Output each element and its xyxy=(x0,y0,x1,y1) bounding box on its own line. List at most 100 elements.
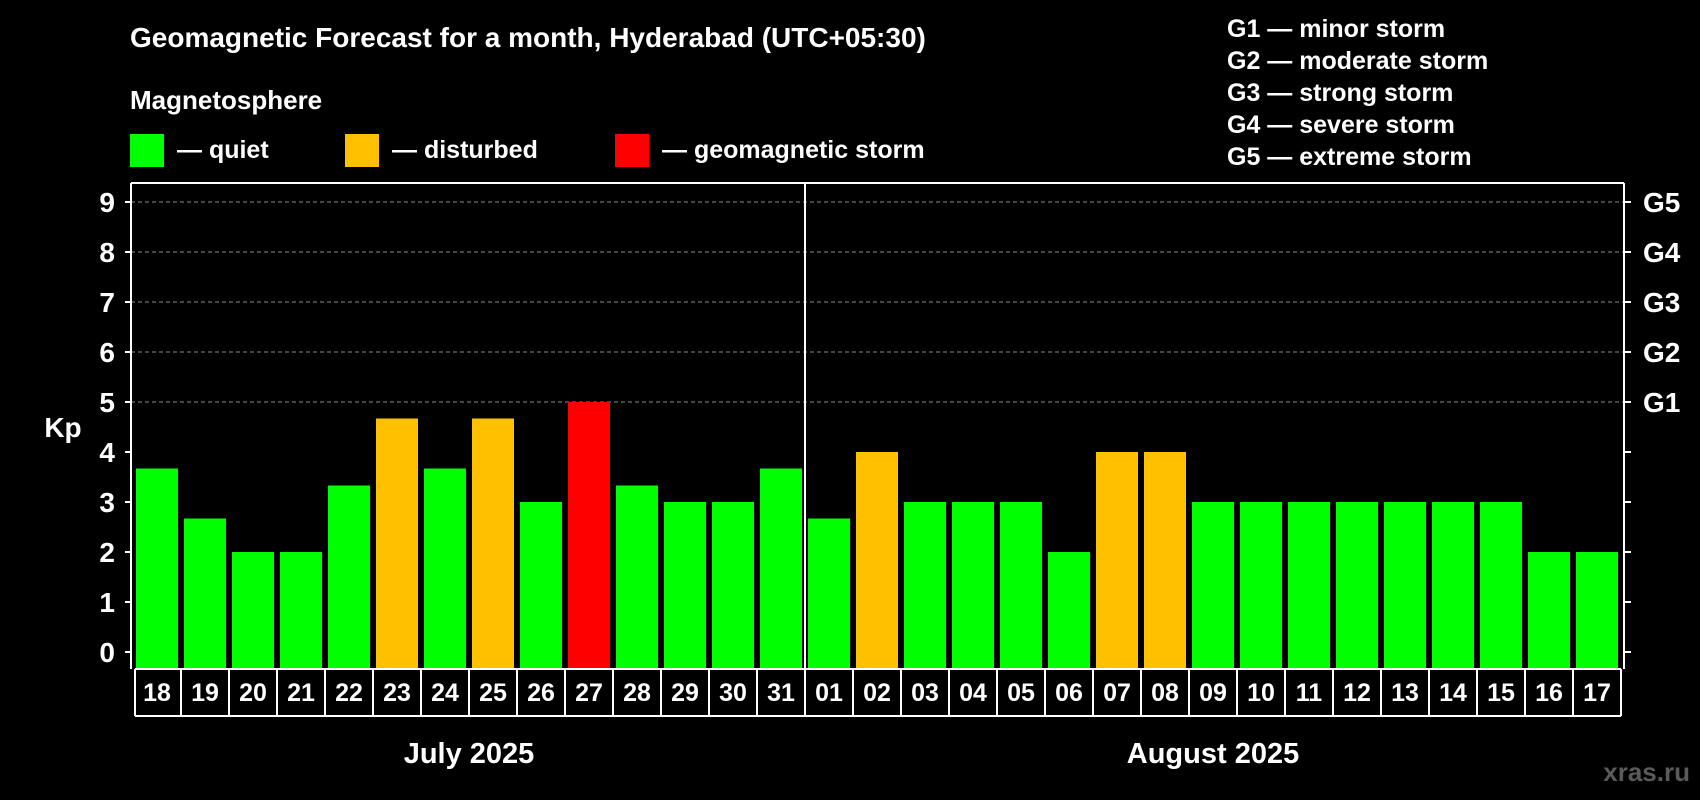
bar-24 xyxy=(424,468,466,668)
bar-20 xyxy=(232,552,274,668)
bar-13 xyxy=(1384,502,1426,668)
bar-04 xyxy=(952,502,994,668)
legend-swatch-disturbed xyxy=(345,134,379,167)
bar-23 xyxy=(376,418,418,668)
bar-25 xyxy=(472,418,514,668)
bar-17 xyxy=(1576,552,1618,668)
y-tick-label: 3 xyxy=(99,487,115,518)
month-label-1: July 2025 xyxy=(404,738,535,770)
g-level-label: G4 xyxy=(1643,237,1681,268)
legend-title: Magnetosphere xyxy=(130,85,322,115)
x-tick-label-18: 18 xyxy=(143,679,171,707)
x-tick-label-03: 03 xyxy=(911,679,939,707)
x-tick-label-08: 08 xyxy=(1151,679,1179,707)
x-tick-label-07: 07 xyxy=(1103,679,1131,707)
x-tick-label-06: 06 xyxy=(1055,679,1083,707)
g-level-label: G1 xyxy=(1643,387,1680,418)
legend-label-quiet: — quiet xyxy=(177,136,269,164)
bar-02 xyxy=(856,452,898,668)
bar-06 xyxy=(1048,552,1090,668)
legend-swatch-storm xyxy=(615,134,649,167)
bar-15 xyxy=(1480,502,1522,668)
bar-12 xyxy=(1336,502,1378,668)
legend-label-storm: — geomagnetic storm xyxy=(662,136,925,164)
bar-11 xyxy=(1288,502,1330,668)
storm-scale-legend: G1 — minor storm G2 — moderate storm G3 … xyxy=(1227,15,1488,171)
x-tick-label-23: 23 xyxy=(383,679,411,707)
g-level-label: G2 xyxy=(1643,337,1680,368)
bar-03 xyxy=(904,502,946,668)
bar-19 xyxy=(184,518,226,668)
bar-16 xyxy=(1528,552,1570,668)
bars xyxy=(136,402,1618,668)
x-tick-label-31: 31 xyxy=(767,679,795,707)
month-label-2: August 2025 xyxy=(1127,738,1299,770)
g-level-label: G3 xyxy=(1643,287,1680,318)
x-tick-label-19: 19 xyxy=(191,679,219,707)
x-tick-label-22: 22 xyxy=(335,679,363,707)
x-tick-label-14: 14 xyxy=(1439,679,1467,707)
bar-31 xyxy=(760,468,802,668)
y-tick-label: 1 xyxy=(99,587,115,618)
y-tick-label: 0 xyxy=(99,637,115,668)
bar-10 xyxy=(1240,502,1282,668)
storm-scale-g5: G5 — extreme storm xyxy=(1227,143,1472,171)
x-tick-label-30: 30 xyxy=(719,679,747,707)
watermark: xras.ru xyxy=(1603,757,1690,787)
y-tick-label: 8 xyxy=(99,237,115,268)
x-tick-label-15: 15 xyxy=(1487,679,1515,707)
y-tick-label: 6 xyxy=(99,337,115,368)
x-tick-label-28: 28 xyxy=(623,679,651,707)
bar-05 xyxy=(1000,502,1042,668)
chart-title: Geomagnetic Forecast for a month, Hydera… xyxy=(130,22,926,53)
x-tick-label-10: 10 xyxy=(1247,679,1275,707)
bar-30 xyxy=(712,502,754,668)
bar-27 xyxy=(568,402,610,668)
y-tick-label: 7 xyxy=(99,287,115,318)
legend-label-disturbed: — disturbed xyxy=(392,136,538,164)
storm-scale-g4: G4 — severe storm xyxy=(1227,111,1455,139)
x-tick-label-17: 17 xyxy=(1583,679,1611,707)
y-tick-label: 5 xyxy=(99,387,115,418)
y-tick-label: 4 xyxy=(99,437,115,468)
y-axis-label: Kp xyxy=(44,412,81,443)
x-tick-label-09: 09 xyxy=(1199,679,1227,707)
x-tick-label-16: 16 xyxy=(1535,679,1563,707)
x-tick-label-12: 12 xyxy=(1343,679,1371,707)
x-axis-labels: 18 19 20 21 22 23 24 25 26 27 28 29 30 31 01 02 03 04 05 06… xyxy=(134,668,1622,770)
bar-09 xyxy=(1192,502,1234,668)
y-tick-label: 9 xyxy=(99,187,115,218)
x-tick-label-29: 29 xyxy=(671,679,699,707)
bar-21 xyxy=(280,552,322,668)
y-tick-label: 2 xyxy=(99,537,115,568)
bar-29 xyxy=(664,502,706,668)
x-tick-label-05: 05 xyxy=(1007,679,1035,707)
bar-18 xyxy=(136,468,178,668)
x-tick-label-25: 25 xyxy=(479,679,507,707)
x-tick-label-26: 26 xyxy=(527,679,555,707)
x-tick-label-20: 20 xyxy=(239,679,267,707)
legend: — quiet — disturbed — geomagnetic storm xyxy=(130,134,925,167)
g-level-label: G5 xyxy=(1643,187,1680,218)
gridlines xyxy=(131,201,1624,403)
x-tick-label-11: 11 xyxy=(1296,679,1323,707)
axes: 0 1 2 3 4 5 6 7 8 9 G1 G2 G3 G4 G5 xyxy=(99,182,1681,669)
x-tick-label-01: 01 xyxy=(815,679,843,707)
storm-scale-g1: G1 — minor storm xyxy=(1227,15,1445,43)
bar-01 xyxy=(808,518,850,668)
bar-22 xyxy=(328,485,370,668)
bar-26 xyxy=(520,502,562,668)
x-tick-label-13: 13 xyxy=(1391,679,1419,707)
bar-07 xyxy=(1096,452,1138,668)
storm-scale-g3: G3 — strong storm xyxy=(1227,79,1453,107)
bar-14 xyxy=(1432,502,1474,668)
x-tick-label-24: 24 xyxy=(431,679,459,707)
x-tick-label-21: 21 xyxy=(287,679,315,707)
x-tick-label-04: 04 xyxy=(959,679,987,707)
bar-08 xyxy=(1144,452,1186,668)
bar-28 xyxy=(616,485,658,668)
x-tick-label-02: 02 xyxy=(863,679,891,707)
x-tick-label-27: 27 xyxy=(575,679,603,707)
storm-scale-g2: G2 — moderate storm xyxy=(1227,47,1488,75)
